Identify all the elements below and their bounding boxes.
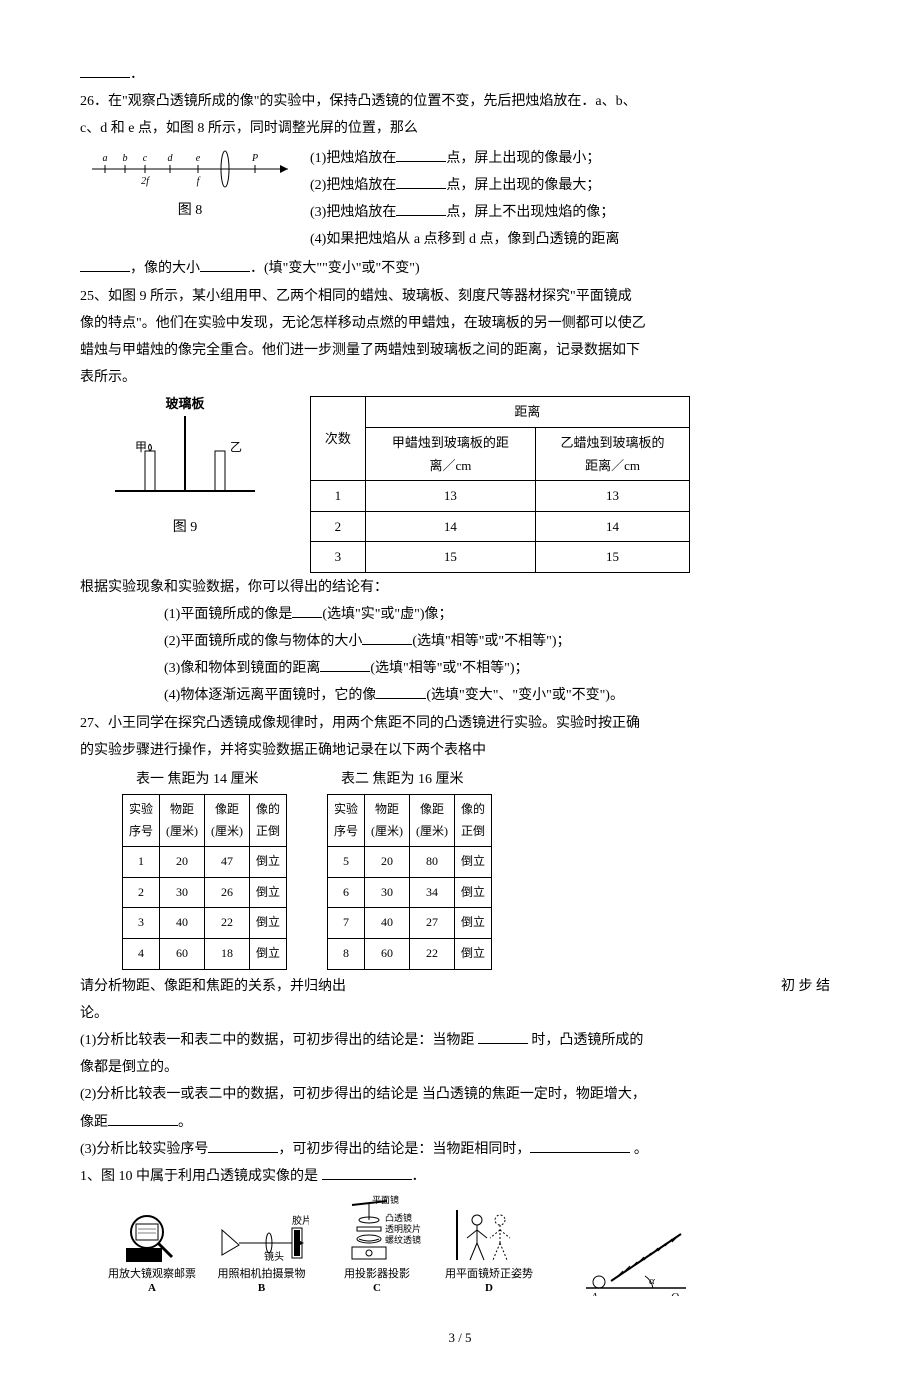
q1-item-b: 镜头 胶片 用照相机拍摄景物B xyxy=(214,1210,309,1296)
page-number: 3 / 5 xyxy=(80,1326,840,1349)
q27-table1: 实验序号 物距(厘米) 像距(厘米) 像的正倒 12047倒立 23026倒立 … xyxy=(122,794,287,970)
q1-item-d: 用平面镜矫正姿势D xyxy=(445,1205,533,1296)
table-row: 11313 xyxy=(311,481,690,511)
svg-text:2f: 2f xyxy=(141,176,150,187)
stray-line: ． xyxy=(80,62,840,87)
q25-num: 25、 xyxy=(80,289,108,304)
q25-s2: (2)平面镜所成的像与物体的大小(选填"相等"或"不相等")； xyxy=(80,629,840,654)
q25-l3: 蜡烛与甲蜡烛的像完全重合。他们进一步测量了两蜡烛到玻璃板之间的距离，记录数据如下 xyxy=(80,338,840,363)
q25-row: 玻璃板 甲 乙 图 9 次数 距离 甲蜡烛到玻璃板的距离／cm 乙蜡烛到玻璃板的… xyxy=(80,396,840,572)
svg-text:甲: 甲 xyxy=(135,440,147,454)
table-row: 12047倒立 xyxy=(123,847,287,878)
svg-text:O: O xyxy=(671,1291,679,1296)
svg-text:凸透镜: 凸透镜 xyxy=(385,1212,412,1223)
q27-s1a: (1)分析比较表一和表二中的数据，可初步得出的结论是：当物距 时，凸透镜所成的 xyxy=(80,1028,840,1053)
table-row: 63034倒立 xyxy=(328,877,492,908)
fig8-svg: a b c d e P 2f f xyxy=(90,144,290,194)
table-row: 46018倒立 xyxy=(123,939,287,970)
svg-text:b: b xyxy=(123,153,128,164)
q1-images: 用放大镜观察邮票A 镜头 胶片 用照相机拍摄景物B 平面镜 凸透镜 透明胶片 xyxy=(80,1195,840,1296)
fig8-block: a b c d e P 2f f 图 8 (1)把烛焰放在点，屏上出现的像最小；… xyxy=(80,144,840,255)
q26-s2: (2)把烛焰放在点，屏上出现的像最大； xyxy=(310,173,840,198)
svg-text:透明胶片: 透明胶片 xyxy=(385,1223,421,1234)
q27-s3: (3)分析比较实验序号，可初步得出的结论是：当物距相同时， 。 xyxy=(80,1137,840,1162)
q25-t1: 如图 9 所示，某小组用甲、乙两个相同的蜡烛、玻璃板、刻度尺等器材探究"平面镜成 xyxy=(108,289,632,304)
q27-t2-block: 表二 焦距为 16 厘米 实验序号 物距(厘米) 像距(厘米) 像的正倒 520… xyxy=(327,767,492,970)
svg-text:a: a xyxy=(103,153,108,164)
table-row: 74027倒立 xyxy=(328,908,492,939)
q27-t1-block: 表一 焦距为 14 厘米 实验序号 物距(厘米) 像距(厘米) 像的正倒 120… xyxy=(122,767,287,970)
q1-item-c: 平面镜 凸透镜 透明胶片 螺纹透镜 用投影器投影C xyxy=(327,1195,427,1296)
q27-after-left: 请分析物距、像距和焦距的关系，并归纳出 xyxy=(80,974,750,999)
q26-s3: (3)把烛焰放在点，屏上不出现烛焰的像； xyxy=(310,200,840,225)
fig9-svg: 玻璃板 甲 乙 xyxy=(105,396,265,506)
q25-after: 根据实验现象和实验数据，你可以得出的结论有： xyxy=(80,575,840,600)
svg-text:A: A xyxy=(590,1291,598,1296)
svg-text:d: d xyxy=(168,153,174,164)
fig9-diagram: 玻璃板 甲 乙 图 9 xyxy=(80,396,290,540)
svg-text:胶片: 胶片 xyxy=(292,1214,309,1227)
table-row: 21414 xyxy=(311,511,690,541)
q27-s1c: 像都是倒立的。 xyxy=(80,1055,840,1080)
q25-s3: (3)像和物体到镜面的距离(选填"相等"或"不相等")； xyxy=(80,656,840,681)
q27-after2: 论。 xyxy=(80,1001,840,1026)
stray-period: ． xyxy=(130,67,144,82)
svg-text:平面镜: 平面镜 xyxy=(372,1195,399,1205)
table-row: 34022倒立 xyxy=(123,908,287,939)
q27-s2b: 像距。 xyxy=(80,1110,840,1135)
q27-s2a: (2)分析比较表一或表二中的数据，可初步得出的结论是 当凸透镜的焦距一定时，物距… xyxy=(80,1082,840,1107)
table-row: 86022倒立 xyxy=(328,939,492,970)
q25-table: 次数 距离 甲蜡烛到玻璃板的距离／cm 乙蜡烛到玻璃板的距离／cm 11313 … xyxy=(310,396,690,572)
th-dist: 距离 xyxy=(365,397,689,427)
q27-l1: 27、小王同学在探究凸透镜成像规律时，用两个焦距不同的凸透镜进行实验。实验时按正… xyxy=(80,711,840,736)
svg-text:α: α xyxy=(649,1275,655,1287)
q27-table2: 实验序号 物距(厘米) 像距(厘米) 像的正倒 52080倒立 63034倒立 … xyxy=(327,794,492,970)
q1-text: 图 10 中属于利用凸透镜成实像的是 xyxy=(101,1169,322,1184)
q26-s5: ，像的大小．(填"变大""变小"或"不变") xyxy=(80,256,840,281)
q1-item-a: 用放大镜观察邮票A xyxy=(108,1210,196,1296)
table-row: 52080倒立 xyxy=(328,847,492,878)
q25-s4: (4)物体逐渐远离平面镜时，它的像(选填"变大"、"变小"或"不变")。 xyxy=(80,683,840,708)
svg-text:螺纹透镜: 螺纹透镜 xyxy=(385,1234,421,1245)
q1-line: 1、图 10 中属于利用凸透镜成实像的是 ． xyxy=(80,1164,840,1189)
q27-t1: 小王同学在探究凸透镜成像规律时，用两个焦距不同的凸透镜进行实验。实验时按正确 xyxy=(108,716,640,731)
th-col2: 乙蜡烛到玻璃板的距离／cm xyxy=(536,427,690,481)
svg-text:e: e xyxy=(196,153,201,164)
q26-line2: c、d 和 e 点，如图 8 所示，同时调整光屏的位置，那么 xyxy=(80,116,840,141)
fig8-diagram: a b c d e P 2f f 图 8 xyxy=(80,144,300,223)
q26-s1: (1)把烛焰放在点，屏上出现的像最小； xyxy=(310,146,840,171)
q26-t1: 在"观察凸透镜所成的像"的实验中，保持凸透镜的位置不变，先后把烛焰放在．a、b、 xyxy=(108,94,637,109)
th-col1: 甲蜡烛到玻璃板的距离／cm xyxy=(365,427,535,481)
svg-text:玻璃板: 玻璃板 xyxy=(165,396,205,411)
q1-num: 1、 xyxy=(80,1169,101,1184)
q27-tables: 表一 焦距为 14 厘米 实验序号 物距(厘米) 像距(厘米) 像的正倒 120… xyxy=(122,767,840,970)
svg-text:镜头: 镜头 xyxy=(264,1250,284,1263)
q26-t2: c、d 和 e 点，如图 8 所示，同时调整光屏的位置，那么 xyxy=(80,121,418,136)
t1-caption: 表一 焦距为 14 厘米 xyxy=(122,767,287,792)
svg-text:P: P xyxy=(251,153,258,164)
q25-l1: 25、如图 9 所示，某小组用甲、乙两个相同的蜡烛、玻璃板、刻度尺等器材探究"平… xyxy=(80,284,840,309)
table-row: 31515 xyxy=(311,542,690,572)
q27-num: 27、 xyxy=(80,716,108,731)
q27-l2: 的实验步骤进行操作，并将实验数据正确地记录在以下两个表格中 xyxy=(80,738,840,763)
q26-line1: 26．在"观察凸透镜所成的像"的实验中，保持凸透镜的位置不变，先后把烛焰放在．a… xyxy=(80,89,840,114)
svg-text:乙: 乙 xyxy=(230,440,242,454)
q25-l4: 表所示。 xyxy=(80,365,840,390)
t2-caption: 表二 焦距为 16 厘米 xyxy=(327,767,492,792)
q27-after-row: 请分析物距、像距和焦距的关系，并归纳出 初 步 结 xyxy=(80,974,840,999)
q26-s4: (4)如果把烛焰从 a 点移到 d 点，像到凸透镜的距离 xyxy=(310,227,840,252)
q27-after-right: 初 步 结 xyxy=(750,974,840,999)
q25-s1: (1)平面镜所成的像是(选填"实"或"虚")像； xyxy=(80,602,840,627)
th-times: 次数 xyxy=(311,397,366,481)
fig8-lines: (1)把烛焰放在点，屏上出现的像最小； (2)把烛焰放在点，屏上出现的像最大； … xyxy=(310,144,840,255)
fig8-caption: 图 8 xyxy=(80,198,300,223)
fig9-caption: 图 9 xyxy=(80,515,290,540)
table-row: 23026倒立 xyxy=(123,877,287,908)
q25-l2: 像的特点"。他们在实验中发现，无论怎样移动点燃的甲蜡烛，在玻璃板的另一侧都可以使… xyxy=(80,311,840,336)
q1-item-ray: A O α xyxy=(581,1226,691,1296)
svg-text:f: f xyxy=(197,176,201,187)
svg-text:c: c xyxy=(143,153,148,164)
q26-num: 26． xyxy=(80,94,108,109)
